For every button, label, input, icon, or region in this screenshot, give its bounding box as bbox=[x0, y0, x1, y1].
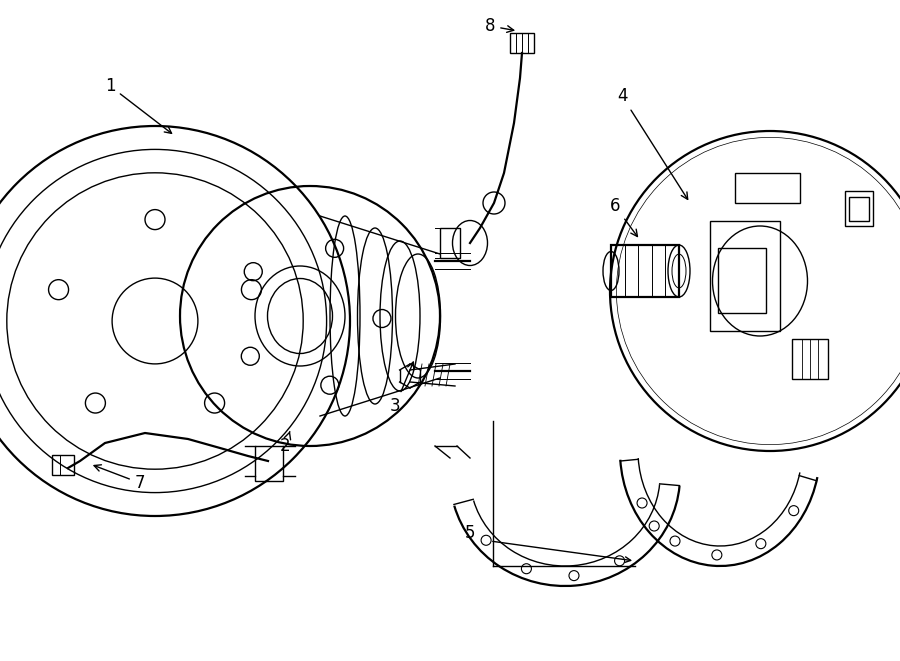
Bar bbox=[611, 245, 679, 297]
Bar bbox=[849, 197, 869, 221]
Bar bbox=[255, 446, 283, 481]
Text: 6: 6 bbox=[610, 197, 637, 237]
Bar bbox=[718, 248, 766, 313]
Bar bbox=[710, 221, 780, 331]
Text: 3: 3 bbox=[390, 362, 414, 415]
Text: 7: 7 bbox=[94, 465, 145, 492]
Text: 8: 8 bbox=[485, 17, 514, 35]
Text: 2: 2 bbox=[280, 432, 291, 455]
Bar bbox=[510, 33, 534, 53]
Bar bbox=[735, 173, 800, 203]
Text: 1: 1 bbox=[104, 77, 172, 134]
Bar bbox=[440, 228, 460, 258]
Bar bbox=[845, 191, 873, 226]
Text: 5: 5 bbox=[464, 524, 475, 542]
Bar bbox=[52, 455, 74, 475]
Text: 4: 4 bbox=[616, 87, 688, 200]
Bar bbox=[792, 339, 828, 379]
